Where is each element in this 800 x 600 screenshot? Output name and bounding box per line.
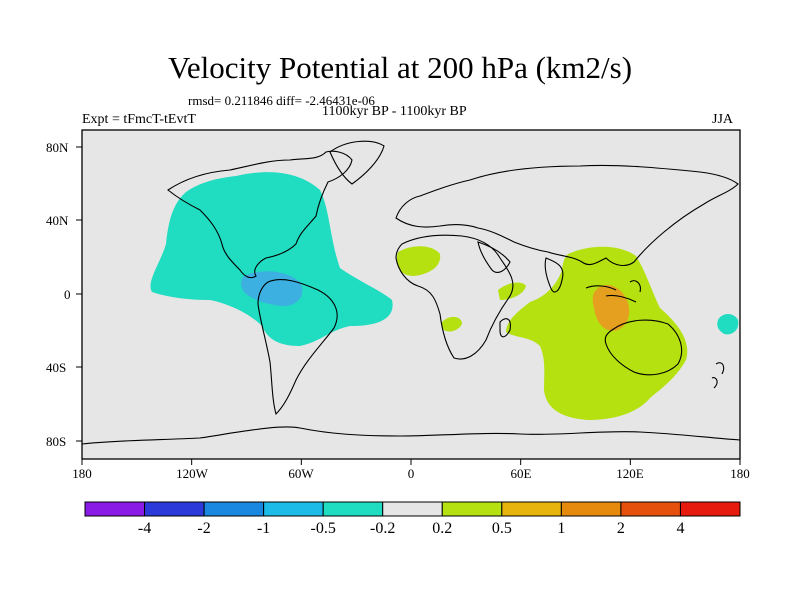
colorbar-label: -0.2 bbox=[370, 520, 396, 537]
chart-title: Velocity Potential at 200 hPa (km2/s) bbox=[167, 50, 633, 85]
colorbar-swatch bbox=[322, 501, 384, 517]
lon-label-60w: 60W bbox=[288, 466, 314, 481]
colorbar-swatch bbox=[144, 501, 205, 517]
colorbar-swatch bbox=[679, 501, 741, 517]
colorbar-label: -0.5 bbox=[310, 520, 336, 537]
experiment-label: Expt = tFmcT-tEvtT bbox=[82, 112, 196, 127]
colorbar-label: 0.2 bbox=[432, 520, 453, 537]
colorbar-label: -4 bbox=[137, 520, 152, 537]
lon-label-180w: 180 bbox=[72, 466, 92, 481]
colorbar-swatch bbox=[382, 501, 443, 517]
lat-label-equator: 0 bbox=[64, 287, 71, 302]
positive-anomaly-north-africa bbox=[396, 246, 441, 276]
colorbar-label: -1 bbox=[256, 520, 271, 537]
colorbar-label: 2 bbox=[616, 520, 625, 537]
positive-anomaly-south-africa bbox=[442, 316, 462, 332]
negative-anomaly-pacific-spot bbox=[717, 314, 739, 335]
colorbar-label: 4 bbox=[676, 520, 685, 537]
lon-label-0: 0 bbox=[407, 466, 415, 481]
colorbar-swatch bbox=[203, 501, 265, 517]
negative-anomaly-spot bbox=[360, 295, 374, 304]
season-label: JJA bbox=[712, 112, 734, 127]
colorbar-label: 0.5 bbox=[491, 520, 512, 537]
stats-line: rmsd= 0.211846 diff= -2.46431e-06 bbox=[188, 93, 375, 108]
colorbar-swatch bbox=[263, 501, 324, 517]
lat-label-80s: 80S bbox=[46, 434, 67, 449]
colorbar-swatch bbox=[620, 501, 681, 517]
colorbar-label: 1 bbox=[557, 520, 566, 537]
colorbar-swatch bbox=[501, 501, 562, 517]
lon-label-60e: 60E bbox=[510, 466, 532, 481]
negative-anomaly-region bbox=[150, 172, 393, 346]
lat-label-80n: 80N bbox=[46, 140, 69, 155]
colorbar-swatch bbox=[84, 501, 146, 517]
lat-label-40n: 40N bbox=[46, 213, 69, 228]
lon-label-120e: 120E bbox=[616, 466, 644, 481]
coastlines bbox=[81, 140, 741, 445]
colorbar-label: -2 bbox=[197, 520, 211, 537]
lat-label-40s: 40S bbox=[46, 360, 67, 375]
lon-label-180e: 180 bbox=[730, 466, 750, 481]
lon-label-120w: 120W bbox=[176, 466, 208, 481]
colorbar-swatch bbox=[441, 501, 503, 517]
colorbar bbox=[84, 501, 741, 517]
colorbar-swatch bbox=[560, 501, 622, 517]
period-label: 1100kyr BP - 1100kyr BP bbox=[322, 104, 467, 119]
axis-ticks bbox=[76, 146, 741, 465]
